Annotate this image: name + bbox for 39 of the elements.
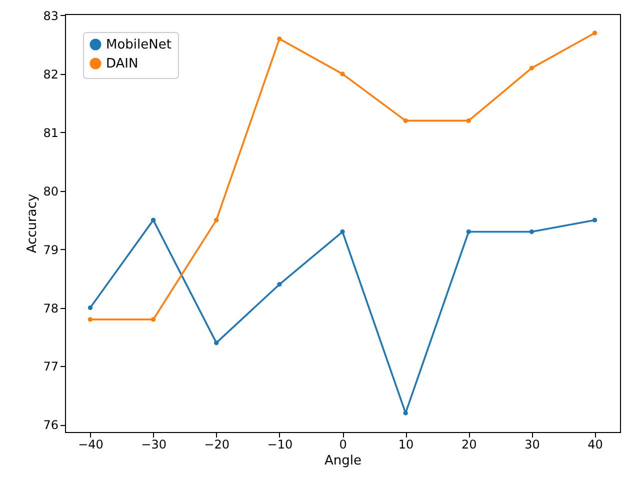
y-tick-label: 80	[43, 184, 58, 198]
x-tick-label: −40	[78, 438, 104, 452]
point	[340, 229, 345, 234]
y-axis-title: Accuracy	[25, 194, 40, 254]
point	[403, 410, 408, 416]
point	[340, 72, 345, 76]
point	[592, 30, 598, 36]
y-tick-label: 78	[43, 301, 58, 316]
x-tick-label: −20	[204, 438, 230, 452]
y-tick-label: 81	[43, 126, 58, 140]
legend-label: DAIN	[106, 56, 138, 72]
x-tick-label: 40	[588, 438, 603, 452]
x-tick-label: 20	[461, 438, 477, 452]
point	[403, 118, 408, 124]
x-axis-title: Angle	[324, 454, 362, 468]
point	[466, 118, 471, 124]
point	[592, 218, 598, 222]
y-tick-label: 83	[43, 8, 58, 23]
point	[277, 282, 282, 287]
y-tick-label: 79	[43, 242, 58, 257]
point	[214, 340, 219, 346]
point	[214, 218, 219, 222]
point	[466, 229, 471, 234]
legend-label: MobileNet	[106, 38, 172, 52]
x-tick-label: 30	[524, 438, 540, 452]
point	[529, 66, 534, 70]
y-tick-label: 76	[43, 418, 58, 432]
point	[529, 229, 534, 234]
x-tick-label: −10	[267, 438, 293, 452]
point	[150, 218, 156, 222]
y-tick-label: 77	[43, 360, 58, 374]
point	[88, 317, 93, 322]
x-tick-label: −30	[141, 438, 166, 452]
x-tick-label: 10	[398, 438, 414, 452]
point	[88, 305, 93, 310]
point	[150, 317, 156, 322]
y-tick-label: 82	[43, 67, 58, 82]
x-tick-label: 0	[339, 438, 347, 452]
point	[277, 36, 282, 42]
